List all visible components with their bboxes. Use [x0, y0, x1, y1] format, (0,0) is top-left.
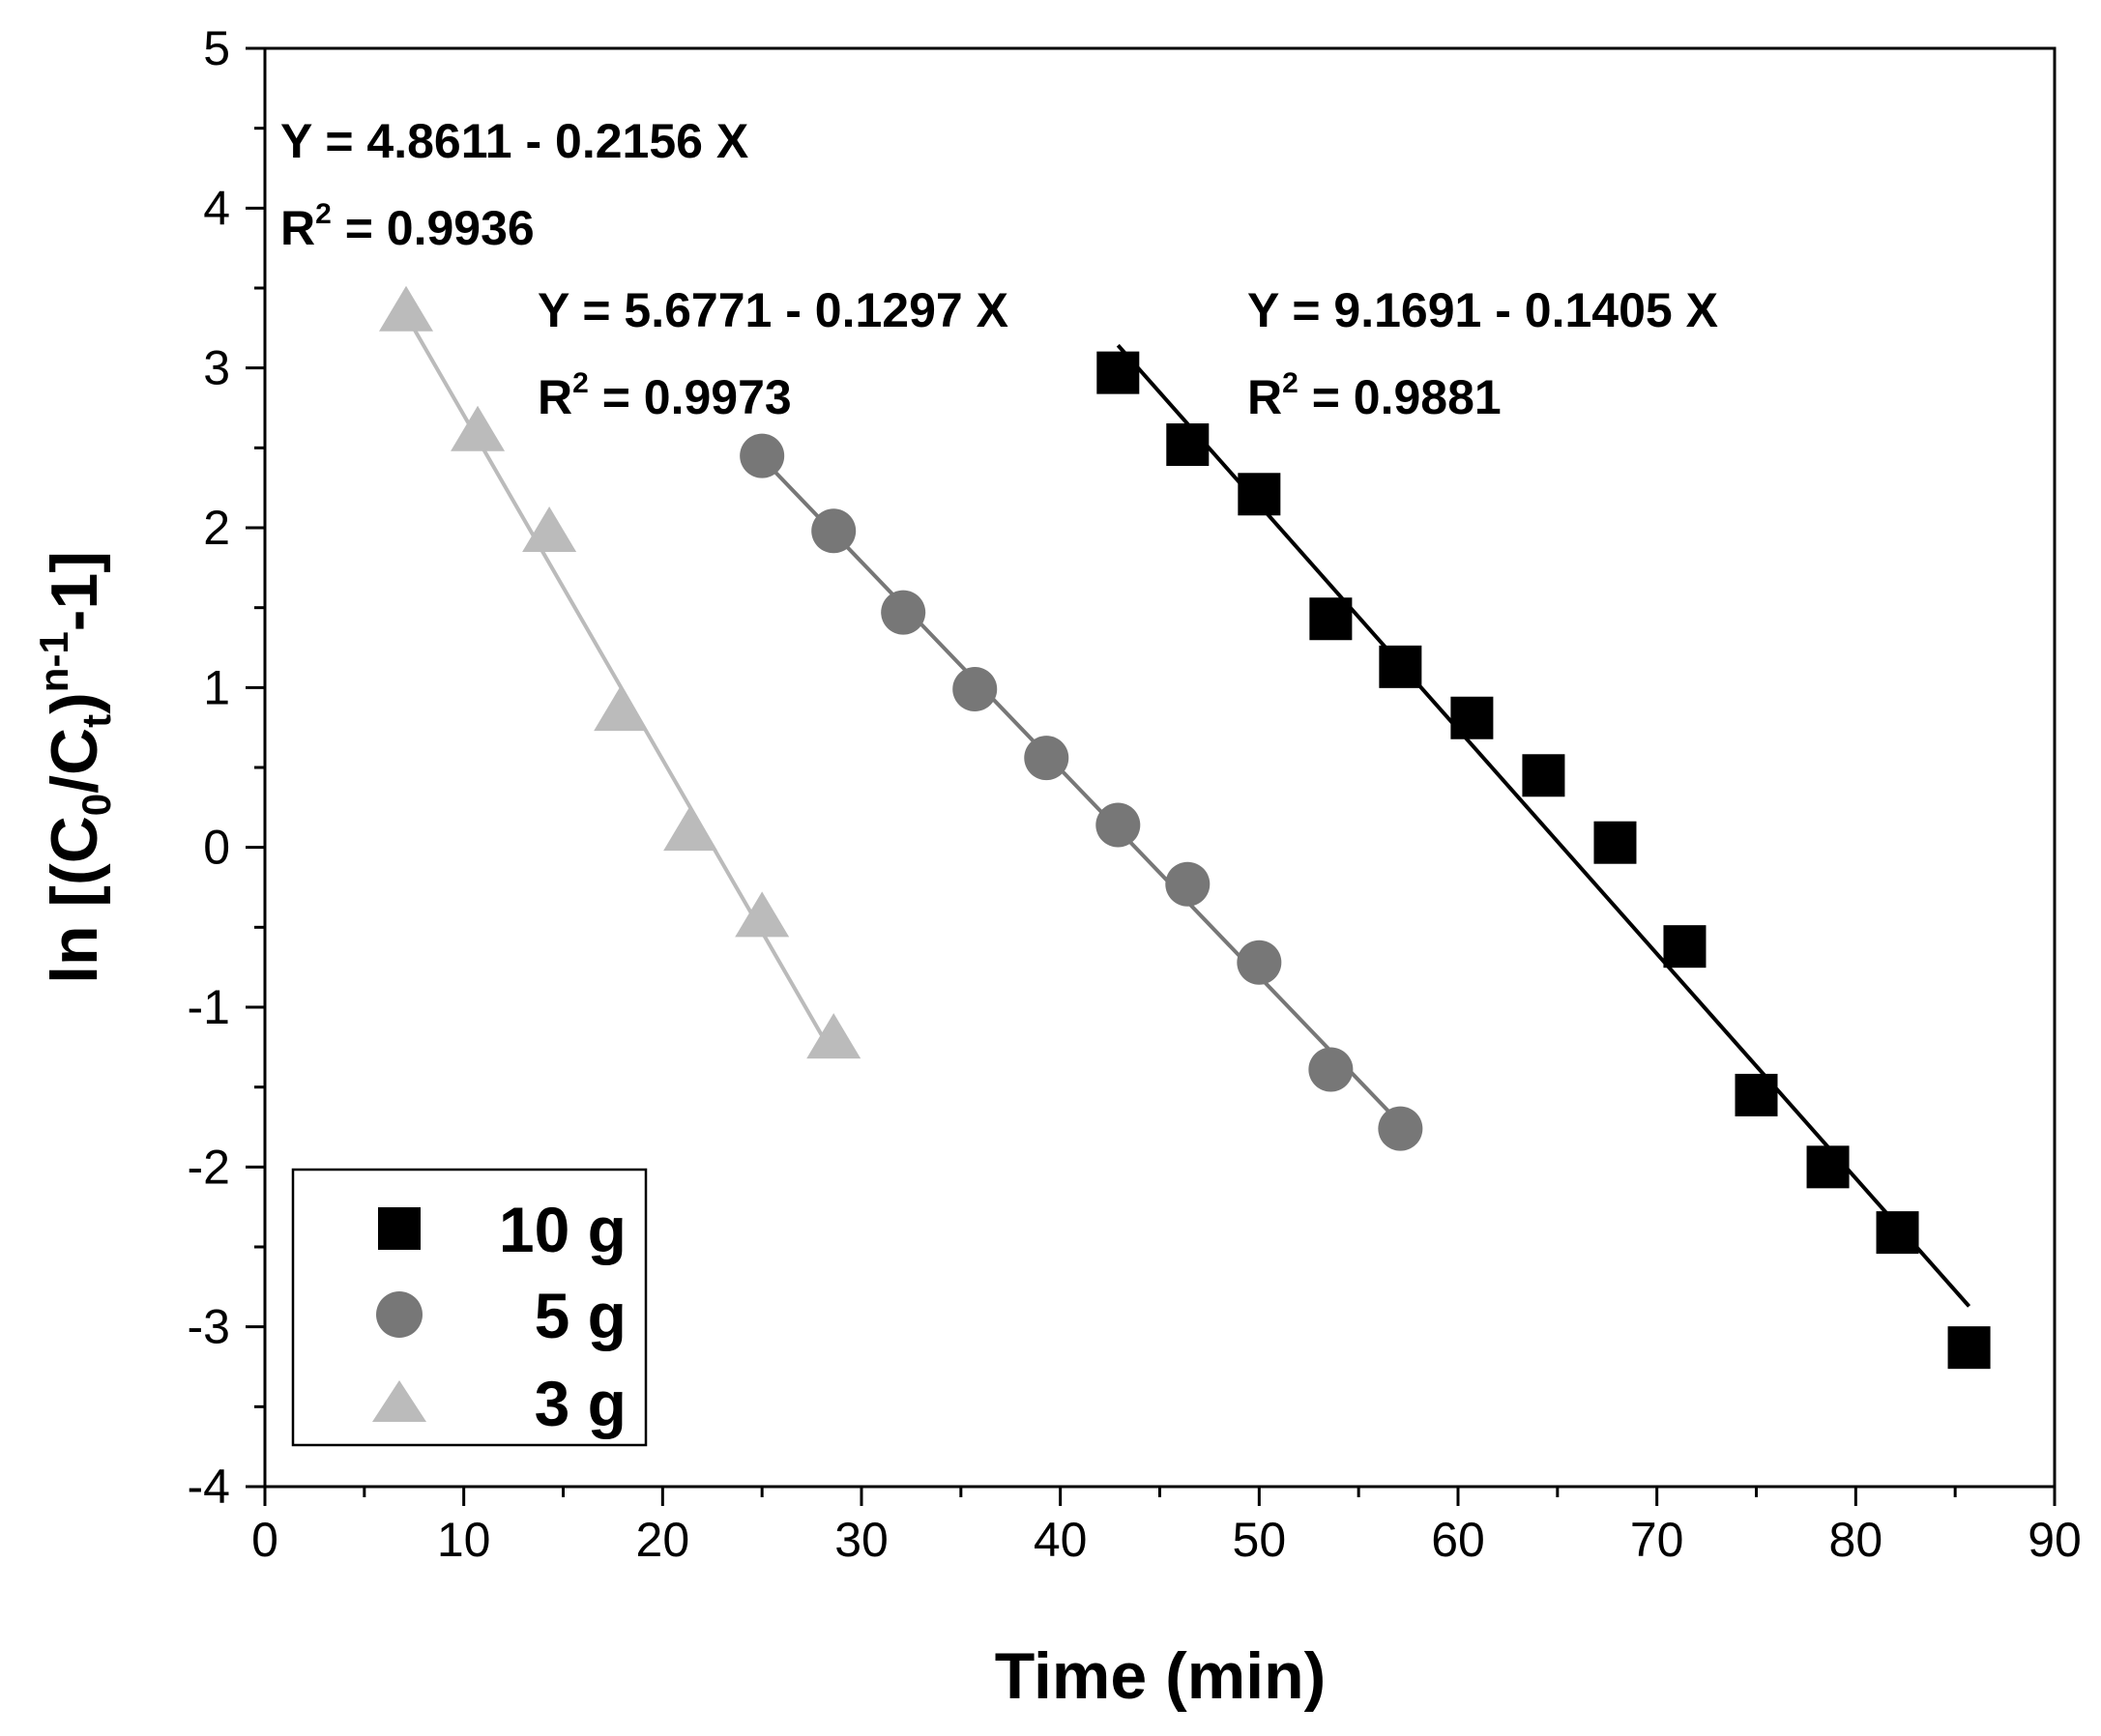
legend-label-5g: 5 g: [535, 1280, 627, 1351]
data-point-5g: [1095, 802, 1141, 848]
r2-3g-sup: 2: [315, 198, 332, 230]
data-point-3g: [451, 405, 506, 451]
y-title-sub0: 0: [73, 794, 119, 816]
y-tick-label: -1: [188, 980, 230, 1034]
y-ticks: -4 -3 -2 -1 0 1 2 3 4 5: [188, 21, 265, 1514]
legend-marker-5g: [376, 1291, 423, 1338]
r2-10g-value: = 0.9881: [1299, 370, 1502, 424]
legend: 10 g 5 g 3 g: [291, 1168, 648, 1447]
x-ticks: 0 10 20 30 40 50 60 70 80 90: [251, 1487, 2082, 1567]
r2-5g-text: R2 = 0.9973: [538, 367, 792, 424]
data-point-5g: [811, 508, 857, 554]
y-tick-label: 1: [203, 660, 230, 714]
legend-label-3g: 3 g: [535, 1368, 627, 1439]
y-title-subt: t: [73, 714, 119, 728]
x-axis-title: Time (min): [995, 1639, 1327, 1713]
data-point-5g: [952, 666, 998, 711]
x-tick-label: 0: [251, 1513, 278, 1567]
x-tick-label: 30: [834, 1513, 889, 1567]
legend-box: [291, 1168, 648, 1447]
data-point-10g: [1238, 473, 1281, 516]
r2-10g-prefix: R: [1247, 370, 1282, 424]
data-point-5g: [1237, 940, 1282, 985]
data-point-10g: [1663, 925, 1707, 969]
r2-5g-sup: 2: [572, 367, 589, 399]
data-point-10g: [1166, 423, 1210, 467]
data-point-10g: [1947, 1326, 1991, 1370]
data-point-5g: [1308, 1047, 1354, 1092]
y-title-prefix: ln [(C: [38, 816, 111, 984]
y-title-sup: n-1: [31, 631, 76, 692]
data-point-10g: [1096, 351, 1140, 394]
y-tick-label: 4: [203, 181, 230, 235]
y-tick-label: 5: [203, 21, 230, 75]
data-point-10g: [1522, 754, 1565, 797]
equation-5g-text: Y = 5.6771 - 0.1297 X: [538, 283, 1008, 337]
data-point-10g: [1735, 1073, 1778, 1116]
equation-5g: Y = 5.6771 - 0.1297 X R2 = 0.9973: [538, 283, 1008, 424]
y-tick-label: 3: [203, 341, 230, 395]
equation-10g-text: Y = 9.1691 - 0.1405 X: [1247, 283, 1718, 337]
legend-marker-3g: [372, 1380, 426, 1422]
y-tick-label: -2: [188, 1140, 230, 1194]
fit-line-5g: [760, 456, 1402, 1125]
x-tick-label: 40: [1034, 1513, 1088, 1567]
y-title-mid: /C: [38, 728, 111, 794]
r2-5g-prefix: R: [538, 370, 572, 424]
x-tick-label: 60: [1431, 1513, 1485, 1567]
r2-10g-text: R2 = 0.9881: [1247, 367, 1502, 424]
y-tick-label: 2: [203, 501, 230, 555]
r2-5g-value: = 0.9973: [589, 370, 792, 424]
y-title-close: ): [38, 692, 111, 714]
data-point-3g: [522, 506, 577, 552]
x-tick-label: 70: [1630, 1513, 1684, 1567]
data-markers: [379, 285, 1991, 1370]
equation-10g: Y = 9.1691 - 0.1405 X R2 = 0.9881: [1247, 283, 1718, 424]
x-tick-label: 80: [1829, 1513, 1883, 1567]
data-point-3g: [806, 1013, 861, 1059]
y-title-suffix: -1]: [38, 551, 111, 631]
data-point-3g: [594, 685, 649, 732]
x-tick-label: 10: [437, 1513, 491, 1567]
data-point-5g: [1378, 1106, 1423, 1151]
equation-3g-text: Y = 4.8611 - 0.2156 X: [280, 114, 748, 168]
data-point-5g: [740, 433, 785, 478]
y-tick-label: -4: [188, 1460, 230, 1514]
r2-3g-text: R2 = 0.9936: [280, 198, 535, 255]
x-tick-label: 90: [2028, 1513, 2082, 1567]
data-point-10g: [1309, 597, 1353, 641]
y-tick-label: -3: [188, 1300, 230, 1354]
y-tick-label: 0: [203, 821, 230, 875]
data-point-10g: [1806, 1145, 1850, 1189]
x-tick-label: 20: [636, 1513, 690, 1567]
legend-marker-10g: [378, 1207, 421, 1250]
data-point-10g: [1450, 696, 1494, 739]
data-point-3g: [735, 891, 790, 938]
data-point-3g: [379, 285, 434, 332]
data-point-5g: [1165, 861, 1211, 907]
equation-3g: Y = 4.8611 - 0.2156 X R2 = 0.9936: [280, 114, 748, 255]
r2-10g-sup: 2: [1282, 367, 1299, 399]
data-point-3g: [663, 805, 718, 852]
data-point-5g: [1024, 736, 1069, 781]
r2-3g-prefix: R: [280, 201, 315, 255]
r2-3g-value: = 0.9936: [332, 201, 535, 255]
x-tick-label: 50: [1233, 1513, 1287, 1567]
data-point-5g: [881, 590, 926, 635]
data-point-10g: [1379, 645, 1422, 688]
legend-label-10g: 10 g: [499, 1194, 627, 1265]
data-point-10g: [1593, 821, 1637, 864]
y-axis-title: ln [(C0/Ct)n-1-1]: [31, 551, 119, 984]
data-point-10g: [1876, 1211, 1919, 1255]
